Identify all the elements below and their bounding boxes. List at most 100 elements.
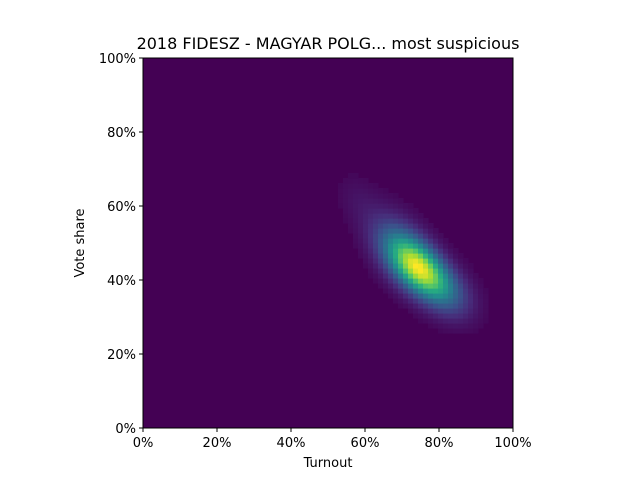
heatmap-cell [438, 293, 444, 299]
heatmap-cell [398, 238, 404, 244]
heatmap-cell [373, 253, 379, 259]
heatmap-cell [468, 288, 474, 294]
heatmap-cell [428, 283, 434, 289]
heatmap-cell [403, 223, 409, 229]
heatmap-cell [403, 273, 409, 279]
heatmap-cell [363, 198, 369, 204]
heatmap-cell [403, 228, 409, 234]
heatmap-cell [458, 328, 464, 334]
heatmap-cell [408, 288, 414, 294]
heatmap-cell [433, 258, 439, 264]
heatmap-cell [383, 193, 389, 199]
heatmap-cell [378, 203, 384, 209]
heatmap-cell [363, 223, 369, 229]
heatmap-cell [463, 268, 469, 274]
heatmap-cells [143, 58, 513, 428]
heatmap-cell [468, 323, 474, 329]
heatmap-cell [373, 228, 379, 234]
heatmap-cell [338, 203, 344, 209]
heatmap-cell [363, 263, 369, 269]
chart-title: 2018 FIDESZ - MAGYAR POLG... most suspic… [137, 34, 520, 53]
heatmap-cell [378, 208, 384, 214]
heatmap-cell [393, 218, 399, 224]
heatmap-cell [468, 293, 474, 299]
heatmap-cell [458, 283, 464, 289]
heatmap-cell [478, 278, 484, 284]
heatmap-cell [413, 268, 419, 274]
heatmap-cell [428, 298, 434, 304]
heatmap-cell [418, 213, 424, 219]
heatmap-cell [423, 308, 429, 314]
heatmap-cell [463, 298, 469, 304]
heatmap-cell [433, 293, 439, 299]
heatmap-cell [463, 273, 469, 279]
heatmap-cell [408, 213, 414, 219]
heatmap-cell [473, 318, 479, 324]
heatmap-cell [413, 208, 419, 214]
heatmap-cell [348, 228, 354, 234]
heatmap-cell [433, 253, 439, 259]
heatmap-cell [433, 243, 439, 249]
heatmap-cell [368, 238, 374, 244]
heatmap-cell [393, 253, 399, 259]
heatmap-cell [418, 258, 424, 264]
heatmap-cell [383, 203, 389, 209]
plot-frame [142, 57, 514, 429]
heatmap-cell [448, 288, 454, 294]
heatmap-cell [458, 263, 464, 269]
heatmap-cell [438, 258, 444, 264]
heatmap-cell [448, 293, 454, 299]
heatmap-cell [348, 183, 354, 189]
heatmap-cell [408, 203, 414, 209]
heatmap-cell [423, 253, 429, 259]
heatmap-background [143, 58, 513, 428]
heatmap-cell [438, 238, 444, 244]
heatmap-cell [438, 318, 444, 324]
heatmap-cell [388, 203, 394, 209]
heatmap-cell [448, 318, 454, 324]
heatmap-cell [393, 268, 399, 274]
heatmap-cell [408, 238, 414, 244]
heatmap-cell [408, 263, 414, 269]
heatmap-cell [373, 208, 379, 214]
heatmap-cell [473, 283, 479, 289]
x-axis-label: Turnout [303, 456, 353, 471]
heatmap-cell [483, 298, 489, 304]
heatmap-cell [428, 288, 434, 294]
heatmap-cell [388, 228, 394, 234]
heatmap-cell [368, 248, 374, 254]
heatmap-cell [428, 243, 434, 249]
heatmap-cell [438, 308, 444, 314]
heatmap-cell [363, 258, 369, 264]
heatmap-cell [433, 288, 439, 294]
heatmap-cell [448, 283, 454, 289]
heatmap-cell [393, 298, 399, 304]
heatmap-cell [398, 258, 404, 264]
heatmap-cell [413, 278, 419, 284]
x-tick-label: 80% [425, 436, 454, 451]
heatmap-cell [348, 178, 354, 184]
heatmap-cell [373, 218, 379, 224]
heatmap-cell [393, 283, 399, 289]
heatmap-cell [438, 263, 444, 269]
heatmap-cell [393, 273, 399, 279]
heatmap-cell [428, 248, 434, 254]
heatmap-cell [408, 233, 414, 239]
heatmap-cell [413, 238, 419, 244]
heatmap-cell [458, 258, 464, 264]
heatmap-cell [428, 223, 434, 229]
heatmap-cell [358, 208, 364, 214]
heatmap-cell [468, 308, 474, 314]
heatmap-cell [408, 268, 414, 274]
heatmap-cell [443, 263, 449, 269]
heatmap-cell [448, 278, 454, 284]
heatmap-cell [423, 318, 429, 324]
heatmap-cell [353, 213, 359, 219]
heatmap-cell [378, 278, 384, 284]
heatmap-cell [418, 248, 424, 254]
heatmap-cell [363, 208, 369, 214]
heatmap-cell [418, 228, 424, 234]
heatmap-cell [398, 248, 404, 254]
heatmap-cell [383, 273, 389, 279]
heatmap-cell [403, 263, 409, 269]
